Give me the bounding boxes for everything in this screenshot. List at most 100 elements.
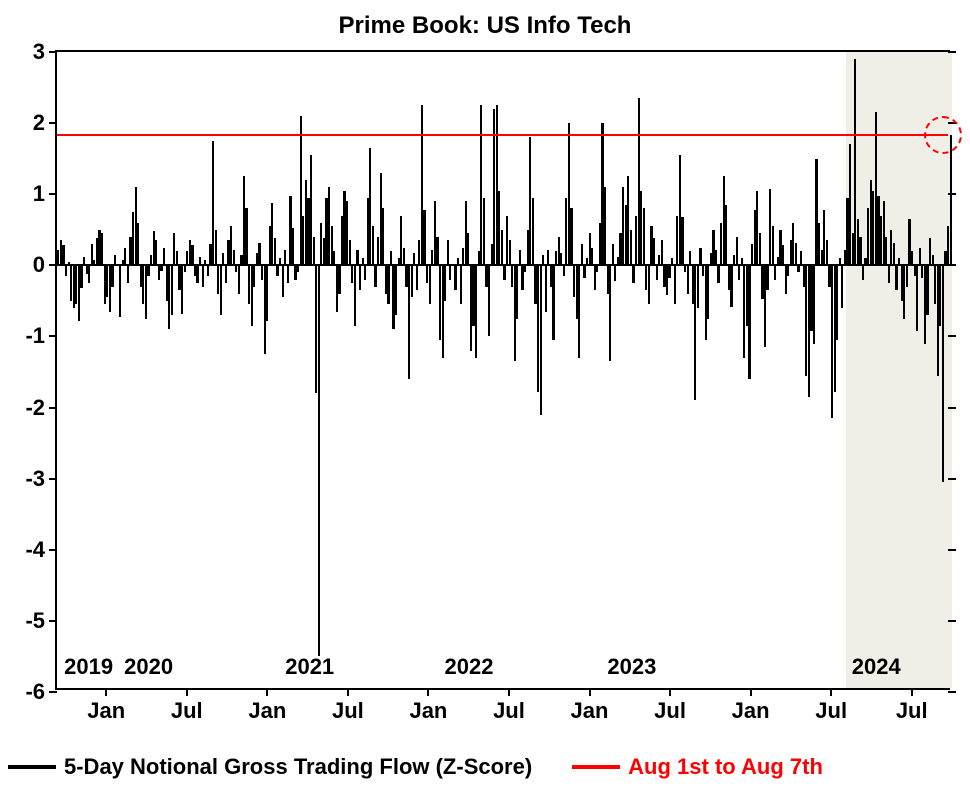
data-bar xyxy=(364,265,366,279)
data-bar xyxy=(184,265,186,272)
data-bar xyxy=(893,243,895,266)
data-bar xyxy=(119,265,121,316)
data-bar xyxy=(826,240,828,265)
data-bar xyxy=(795,243,797,266)
data-bar xyxy=(387,265,389,304)
y-tick xyxy=(948,691,956,693)
data-bar xyxy=(632,265,634,283)
data-bar xyxy=(596,265,598,272)
y-axis-label: -1 xyxy=(25,323,45,349)
x-axis-label: Jan xyxy=(732,698,770,724)
data-bar xyxy=(919,248,921,266)
data-bar xyxy=(581,244,583,265)
data-bar xyxy=(895,265,897,290)
legend: 5-Day Notional Gross Trading Flow (Z-Sco… xyxy=(0,754,970,780)
data-bar xyxy=(836,265,838,340)
data-bar xyxy=(163,248,165,266)
x-axis-label: Jan xyxy=(571,698,609,724)
data-bar xyxy=(196,265,198,283)
data-bar xyxy=(181,265,183,313)
data-bar xyxy=(717,265,719,283)
data-bar xyxy=(516,265,518,318)
year-label: 2020 xyxy=(124,654,173,680)
x-tick xyxy=(186,688,188,696)
data-bar xyxy=(715,250,717,266)
data-bar xyxy=(313,237,315,265)
y-tick xyxy=(49,407,57,409)
data-bar xyxy=(643,208,645,265)
data-bar xyxy=(563,265,565,276)
y-axis-label: 2 xyxy=(33,110,45,136)
data-bar xyxy=(444,265,446,301)
y-axis-label: -5 xyxy=(25,608,45,634)
reference-line xyxy=(57,134,948,136)
data-bar xyxy=(800,251,802,265)
legend-label: Aug 1st to Aug 7th xyxy=(628,754,823,780)
y-tick xyxy=(948,407,956,409)
data-bar xyxy=(570,208,572,265)
legend-item: Aug 1st to Aug 7th xyxy=(572,754,823,780)
x-tick xyxy=(669,688,671,696)
data-bar xyxy=(202,265,204,286)
y-tick xyxy=(49,478,57,480)
data-bar xyxy=(813,265,815,343)
data-bar xyxy=(233,250,235,266)
legend-item: 5-Day Notional Gross Trading Flow (Z-Sco… xyxy=(8,754,532,780)
data-bar xyxy=(630,230,632,266)
data-bar xyxy=(338,265,340,293)
data-bar xyxy=(411,265,413,297)
legend-swatch xyxy=(8,765,56,769)
data-bar xyxy=(609,265,611,361)
data-bar xyxy=(509,240,511,265)
y-tick xyxy=(49,335,57,337)
data-bar xyxy=(797,265,799,272)
data-bar xyxy=(648,265,650,304)
data-bar xyxy=(766,265,768,290)
data-bar xyxy=(382,208,384,265)
legend-label: 5-Day Notional Gross Trading Flow (Z-Sco… xyxy=(64,754,532,780)
data-bar xyxy=(532,198,534,266)
y-tick xyxy=(948,620,956,622)
x-tick xyxy=(105,688,107,696)
data-bar xyxy=(62,245,64,265)
data-bar xyxy=(916,265,918,330)
data-bar xyxy=(403,248,405,266)
data-bar xyxy=(545,265,547,311)
data-bar xyxy=(906,265,908,286)
y-tick xyxy=(49,549,57,551)
data-bar xyxy=(429,265,431,304)
data-bar xyxy=(661,240,663,265)
data-bar xyxy=(707,265,709,318)
y-axis-label: -6 xyxy=(25,679,45,705)
data-bar xyxy=(416,265,418,290)
data-bar xyxy=(292,228,294,265)
y-tick xyxy=(49,122,57,124)
data-bar xyxy=(171,265,173,315)
data-bar xyxy=(354,265,356,325)
data-bar xyxy=(668,265,670,278)
data-bar xyxy=(483,198,485,266)
data-bar xyxy=(137,223,139,266)
data-bar xyxy=(80,265,82,288)
data-bar xyxy=(111,265,113,286)
data-bar xyxy=(674,265,676,304)
data-bar xyxy=(395,265,397,315)
data-bar xyxy=(333,251,335,265)
data-bar xyxy=(124,248,126,266)
y-axis-label: -4 xyxy=(25,537,45,563)
y-tick xyxy=(49,691,57,693)
y-tick xyxy=(948,335,956,337)
x-tick xyxy=(911,688,913,696)
x-axis-label: Jul xyxy=(896,698,928,724)
data-bar xyxy=(374,265,376,286)
y-axis-label: -2 xyxy=(25,395,45,421)
data-bar xyxy=(583,265,585,278)
data-bar xyxy=(372,226,374,265)
data-bar xyxy=(155,240,157,265)
data-bar xyxy=(449,265,451,279)
data-bar xyxy=(147,265,149,276)
data-bar xyxy=(238,265,240,293)
x-axis-label: Jul xyxy=(815,698,847,724)
data-bar xyxy=(524,265,526,272)
data-bar xyxy=(423,210,425,265)
